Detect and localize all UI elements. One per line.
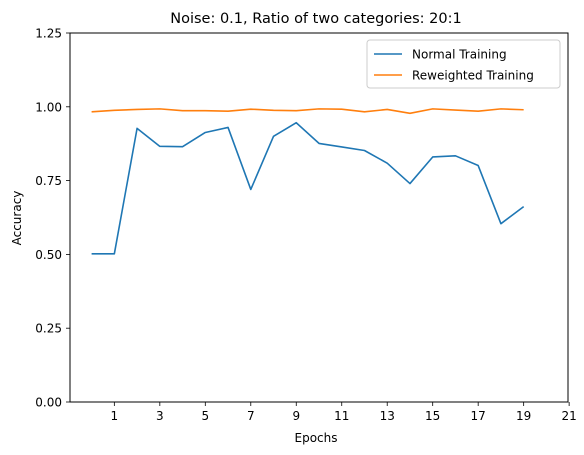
y-tick-label: 0.25 bbox=[35, 322, 62, 336]
x-tick-label: 5 bbox=[201, 409, 209, 423]
legend-label-normal-training: Normal Training bbox=[412, 48, 507, 62]
plot-lines bbox=[91, 108, 525, 255]
y-axis-ticks: 0.00 0.25 0.50 0.75 1.00 1.25 bbox=[35, 27, 70, 410]
y-tick-label: 1.25 bbox=[35, 27, 62, 41]
plot-frame bbox=[69, 32, 569, 403]
x-tick-label: 17 bbox=[471, 409, 486, 423]
y-tick-label: 0.75 bbox=[35, 174, 62, 188]
legend: Normal Training Reweighted Training bbox=[366, 39, 561, 89]
x-tick-label: 19 bbox=[516, 409, 531, 423]
x-tick-label: 3 bbox=[156, 409, 164, 423]
x-tick-label: 15 bbox=[425, 409, 440, 423]
x-tick-label: 21 bbox=[561, 409, 576, 423]
legend-box bbox=[366, 39, 561, 89]
legend-label-reweighted-training: Reweighted Training bbox=[412, 69, 534, 83]
x-axis-label: Epochs bbox=[295, 431, 338, 445]
x-axis-ticks: 1 3 5 7 9 11 13 15 17 19 21 bbox=[111, 402, 577, 423]
x-tick-label: 13 bbox=[380, 409, 395, 423]
y-tick-label: 0.50 bbox=[35, 248, 62, 262]
x-tick-label: 7 bbox=[247, 409, 255, 423]
x-tick-label: 11 bbox=[334, 409, 349, 423]
x-tick-label: 1 bbox=[111, 409, 119, 423]
chart-title: Noise: 0.1, Ratio of two categories: 20:… bbox=[170, 11, 462, 27]
y-axis-label: Accuracy bbox=[10, 191, 24, 246]
x-tick-label: 9 bbox=[292, 409, 300, 423]
y-tick-label: 1.00 bbox=[35, 100, 62, 114]
series-line-reweighted-training bbox=[91, 108, 524, 115]
y-tick-label: 0.00 bbox=[35, 396, 62, 410]
series-line-normal-training bbox=[91, 121, 525, 255]
